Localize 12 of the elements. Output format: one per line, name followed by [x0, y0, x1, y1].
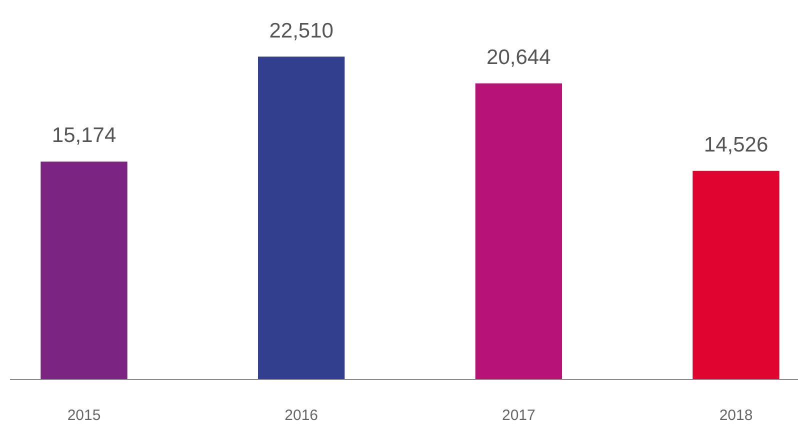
- x-tick-label: 2015: [67, 407, 101, 424]
- bar: [475, 83, 562, 380]
- x-tick-label: 2016: [284, 407, 318, 424]
- data-label: 14,526: [704, 134, 768, 157]
- data-label: 15,174: [52, 124, 116, 148]
- data-label: 20,644: [486, 46, 552, 69]
- bar: [40, 162, 128, 380]
- x-tick-label: 2018: [719, 407, 753, 424]
- bar: [692, 170, 780, 380]
- x-tick-label: 2017: [502, 407, 536, 424]
- bar: [258, 56, 345, 380]
- data-label: 22,510: [269, 19, 334, 42]
